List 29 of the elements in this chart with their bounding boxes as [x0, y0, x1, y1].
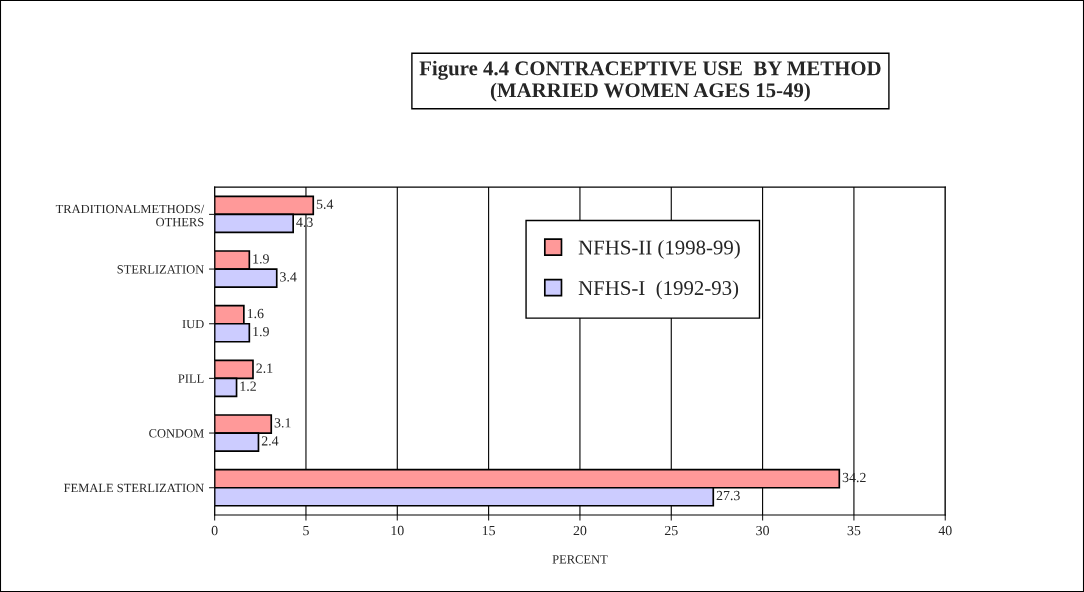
x-tick-label: 10 — [391, 525, 404, 536]
y-tick-label: PILL — [178, 374, 204, 383]
legend-label: NFHS-II (1998-99) — [578, 239, 740, 259]
data-label: 3.4 — [280, 272, 297, 282]
data-label: 1.2 — [240, 381, 256, 391]
chart-title: Figure 4.4 CONTRACEPTIVE USE BY METHOD (MARRIED WOMEN AGES 15-49) — [419, 60, 881, 102]
y-tick-label: CONDOM — [149, 429, 204, 438]
x-tick-label: 30 — [756, 525, 770, 536]
legend-label: NFHS-I (1992-93) — [578, 280, 739, 300]
x-tick-label: 20 — [573, 525, 587, 536]
y-tick-label: TRADITIONALMETHODS/ OTHERS — [55, 204, 205, 227]
y-tick-label: IUD — [182, 319, 204, 329]
data-label: 1.6 — [247, 308, 264, 319]
x-tick-label: 0 — [211, 525, 218, 536]
data-label: 27.3 — [716, 490, 740, 501]
x-tick-label: 35 — [847, 525, 861, 536]
data-label: 2.4 — [261, 436, 279, 446]
data-label: 3.1 — [274, 418, 291, 428]
data-label: 1.9 — [253, 326, 269, 337]
x-tick-label: 15 — [482, 525, 496, 536]
y-tick-label: FEMALE STERLIZATION — [63, 483, 204, 493]
x-tick-label: 5 — [303, 526, 309, 536]
data-label: 2.1 — [256, 363, 273, 373]
x-tick-label: 40 — [938, 525, 952, 536]
x-tick-label: 25 — [664, 525, 678, 536]
x-axis-title: PERCENT — [552, 555, 608, 564]
y-tick-label: STERLIZATION — [117, 265, 204, 274]
data-label: 1.9 — [253, 254, 269, 264]
data-label: 5.4 — [316, 199, 334, 209]
